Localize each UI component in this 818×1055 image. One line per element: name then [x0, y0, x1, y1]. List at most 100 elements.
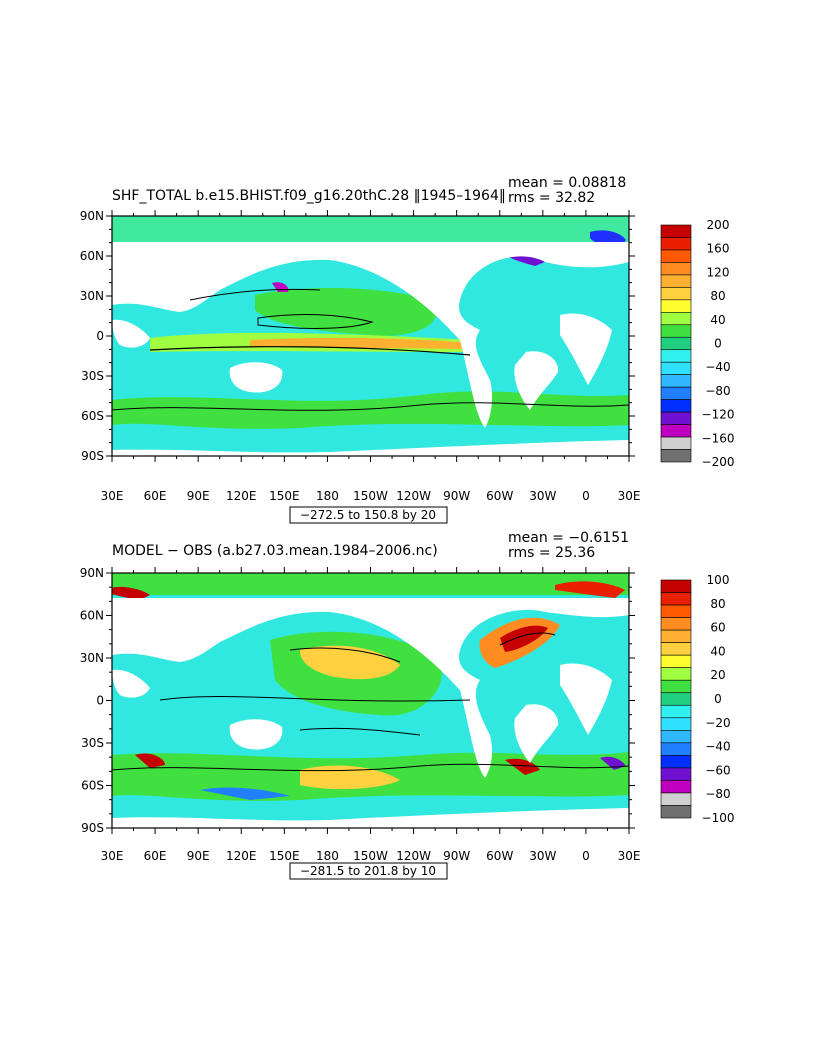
colorbar-swatch [660, 742, 692, 756]
colorbar-label: 200 [707, 218, 730, 232]
top-map-range-box [289, 506, 448, 524]
colorbar-swatch [660, 617, 692, 631]
colorbar-swatch [660, 704, 692, 719]
lat-label: 30S [81, 369, 104, 383]
lat-label: 30N [80, 651, 104, 665]
lon-label: 180 [316, 489, 339, 503]
lat-label: 90S [81, 449, 104, 463]
bottom-map-mean: mean = −0.6151 [508, 530, 629, 546]
colorbar-swatch [660, 792, 692, 806]
colorbar-label: −200 [702, 455, 735, 469]
colorbar-swatch [660, 349, 692, 363]
colorbar-label: −40 [705, 360, 730, 374]
lat-label: 0 [96, 694, 104, 708]
lon-label: 30E [618, 849, 641, 863]
colorbar-swatch [660, 386, 692, 400]
colorbar-swatch [660, 274, 692, 288]
lat-label: 90N [80, 566, 104, 580]
colorbar-label: −100 [702, 811, 735, 825]
lon-label: 150E [269, 849, 300, 863]
colorbar-swatch [660, 312, 692, 326]
colorbar-swatch [660, 262, 692, 276]
colorbar-swatch [660, 237, 692, 251]
colorbar-label: −60 [705, 763, 730, 777]
colorbar-label: 40 [710, 644, 725, 658]
lon-label: 120E [226, 489, 257, 503]
colorbar-label: 120 [707, 265, 730, 279]
top-map-mean: mean = 0.08818 [508, 175, 626, 191]
lon-label: 60E [144, 489, 167, 503]
colorbar-swatch [660, 755, 692, 769]
lon-label: 120W [396, 489, 431, 503]
lon-label: 60W [486, 489, 513, 503]
lon-label: 90E [187, 489, 210, 503]
lat-label: 90S [81, 821, 104, 835]
colorbar-label: −20 [705, 716, 730, 730]
colorbar-label: 0 [714, 337, 722, 351]
colorbar-swatch [660, 411, 692, 425]
lat-label: 60N [80, 249, 104, 263]
colorbar-swatch [660, 604, 692, 618]
top-map-lat-labels: 90N 60N 30N 0 30S 60S 90S [80, 209, 104, 463]
bottom-colorbar: 100 80 60 40 20 0 −20 −40 −60 −80 −100 [660, 573, 735, 825]
bottom-map-field [111, 573, 630, 828]
top-map-lon-labels: 30E 60E 90E 120E 150E 180 150W 120W 90W 60W 30W 0 30… [101, 489, 641, 503]
top-map-rms: rms = 32.82 [508, 190, 595, 206]
colorbar-swatch [660, 654, 692, 668]
lon-label: 0 [582, 849, 590, 863]
colorbar-swatch [660, 336, 692, 351]
colorbar-swatch [660, 667, 692, 681]
colorbar-swatch [660, 730, 692, 744]
lon-label: 150W [353, 849, 388, 863]
top-map-panel: SHF_TOTAL b.e15.BHIST.f09_g16.20thC.28 ‖… [80, 175, 735, 524]
colorbar-label: 100 [707, 573, 730, 587]
lon-label: 30E [101, 849, 124, 863]
colorbar-swatch [660, 249, 692, 263]
colorbar-swatch [660, 642, 692, 656]
lon-label: 30E [618, 489, 641, 503]
colorbar-swatch [660, 399, 692, 413]
lat-label: 60N [80, 609, 104, 623]
colorbar-swatch [660, 679, 692, 694]
colorbar-swatch [660, 361, 692, 375]
colorbar-swatch [660, 436, 692, 450]
colorbar-label: 0 [714, 692, 722, 706]
colorbar-swatch [660, 629, 692, 643]
lon-label: 90W [443, 849, 470, 863]
lat-label: 90N [80, 209, 104, 223]
colorbar-swatch [660, 374, 692, 388]
top-colorbar: 200 160 120 80 40 0 −40 −80 −120 −160 −200 [660, 218, 735, 469]
bottom-map-lat-labels: 90N 60N 30N 0 30S 60S 90S [80, 566, 104, 835]
lon-label: 120E [226, 849, 257, 863]
colorbar-swatch [660, 324, 692, 338]
colorbar-label: 20 [710, 668, 725, 682]
lon-label: 60W [486, 849, 513, 863]
colorbar-label: −80 [705, 384, 730, 398]
colorbar-swatch [660, 424, 692, 438]
lon-label: 150W [353, 489, 388, 503]
lon-label: 60E [144, 849, 167, 863]
colorbar-swatch [660, 579, 692, 593]
lon-label: 0 [582, 489, 590, 503]
lon-label: 30E [101, 489, 124, 503]
colorbar-label: −120 [702, 408, 735, 422]
colorbar-swatch [660, 767, 692, 781]
lon-label: 90E [187, 849, 210, 863]
colorbar-label: 40 [710, 313, 725, 327]
bottom-map-range-label: −281.5 to 201.8 by 10 [300, 864, 436, 878]
lon-label: 30W [529, 489, 556, 503]
lat-label: 0 [96, 329, 104, 343]
colorbar-swatch [660, 224, 692, 238]
colorbar-swatch [660, 592, 692, 606]
colorbar-swatch [660, 299, 692, 313]
lat-label: 60S [81, 779, 104, 793]
colorbar-label: 80 [710, 289, 725, 303]
lat-label: 60S [81, 409, 104, 423]
lon-label: 90W [443, 489, 470, 503]
colorbar-label: 160 [707, 242, 730, 256]
top-map-title: SHF_TOTAL b.e15.BHIST.f09_g16.20thC.28 ‖… [112, 188, 506, 204]
colorbar-swatch [660, 780, 692, 794]
colorbar-swatch [660, 449, 692, 463]
lat-label: 30N [80, 289, 104, 303]
